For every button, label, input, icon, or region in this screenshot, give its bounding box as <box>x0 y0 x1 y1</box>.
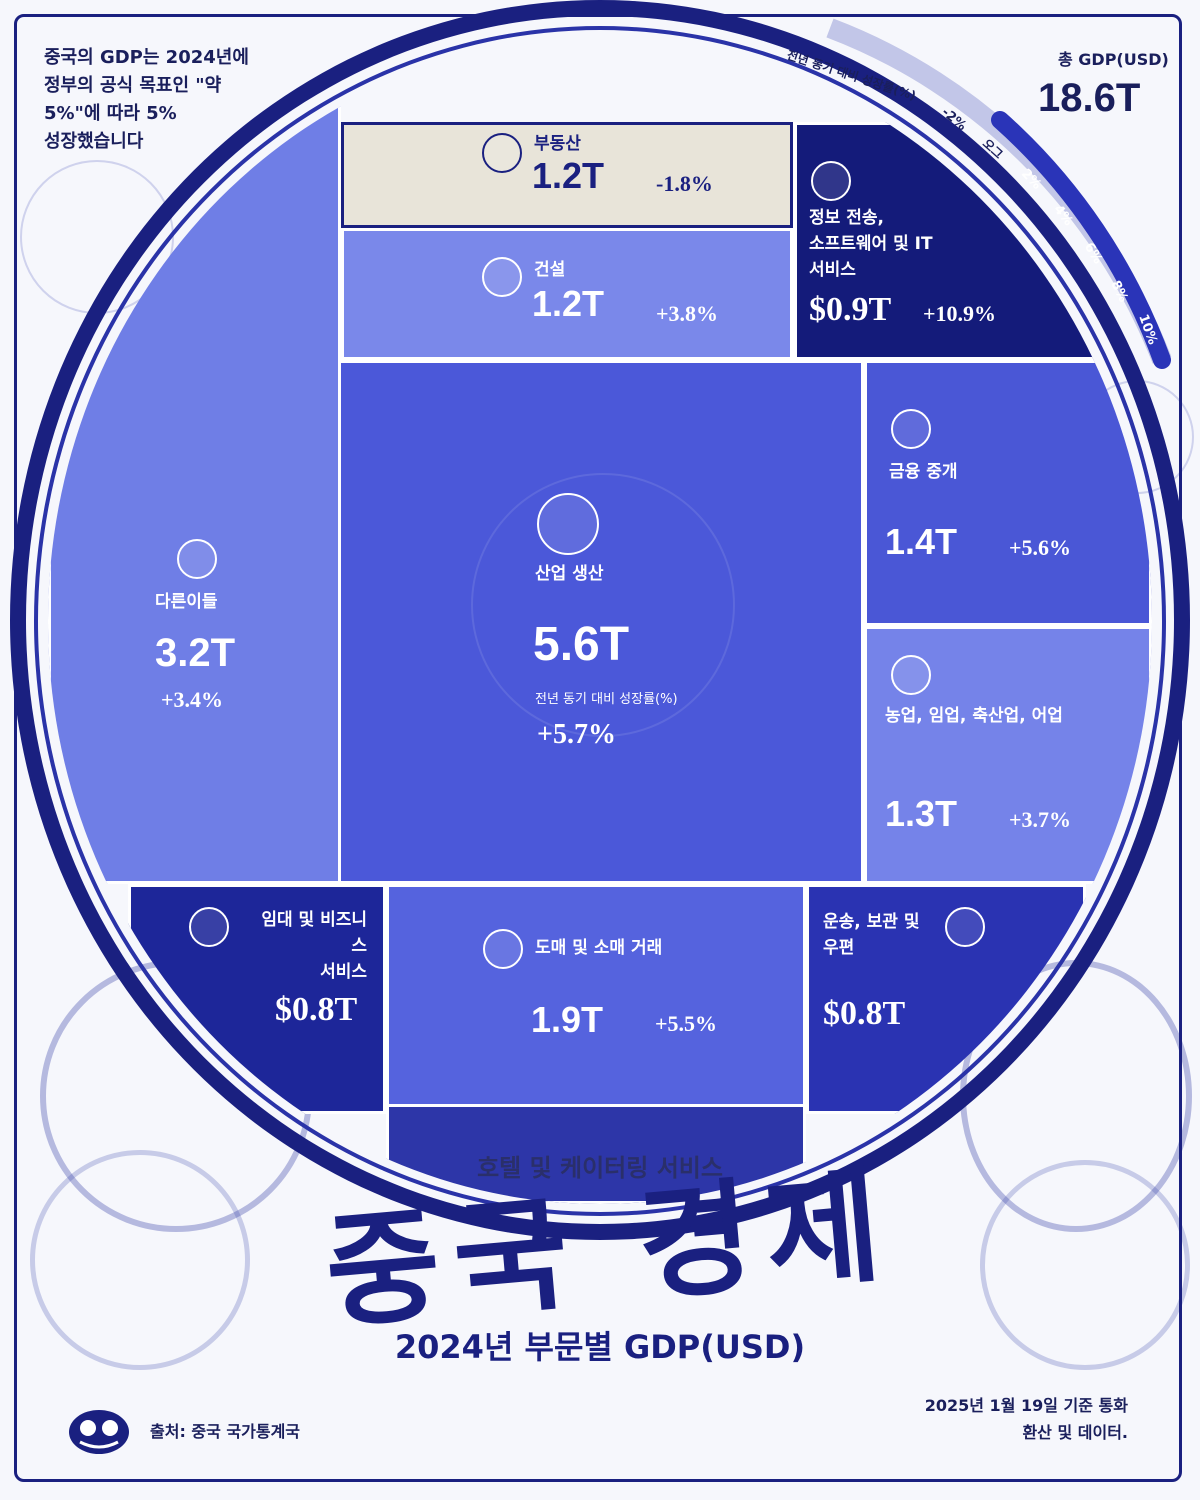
tile-it-services-growth: +10.9% <box>923 301 997 326</box>
tile-finance-growth: +5.6% <box>1009 535 1072 560</box>
tile-transport-label: 운송, 보관 및 우편 <box>823 912 920 958</box>
for-sale-sign-icon <box>482 133 522 173</box>
tile-it-services: 정보 전송, 소프트웨어 및 IT 서비스 $0.9T +10.9% <box>793 122 1152 360</box>
treemap-circle: 다른이들 3.2T +3.4% 부동산 1.2T -1.8% 건설 1.2T +… <box>48 38 1152 1204</box>
tile-real-estate: 부동산 1.2T -1.8% <box>341 122 793 228</box>
ornament-left-swirl <box>30 1150 250 1370</box>
tile-industry-ornament <box>471 473 735 737</box>
tile-construction-growth: +3.8% <box>656 301 719 326</box>
tile-leasing-value: $0.8T <box>275 991 358 1028</box>
tile-retail: 도매 및 소매 거래 1.9T +5.5% <box>386 884 806 1116</box>
page-frame <box>14 14 1182 1482</box>
inner-ring <box>34 26 1166 1216</box>
crane-icon <box>482 257 522 297</box>
tile-agriculture-growth: +3.7% <box>1009 807 1072 832</box>
tile-industry-growth-label: 전년 동기 대비 성장률(%) <box>535 692 678 707</box>
tile-industry-value: 5.6T <box>533 618 630 671</box>
coins-icon <box>189 907 229 947</box>
network-tree-icon <box>811 161 851 201</box>
truck-icon <box>945 907 985 947</box>
tile-others-label: 다른이들 <box>155 592 218 612</box>
tile-real-estate-value: 1.2T <box>532 155 605 196</box>
tile-leasing: 임대 및 비즈니스 서비스 $0.8T <box>128 884 386 1114</box>
tile-agriculture-label: 농업, 임업, 축산업, 어업 <box>885 706 1063 726</box>
tile-construction: 건설 1.2T +3.8% <box>341 228 793 360</box>
tile-retail-label: 도매 및 소매 거래 <box>535 938 663 958</box>
tile-industry: 산업 생산 5.6T 전년 동기 대비 성장률(%) +5.7% <box>338 360 864 884</box>
tile-construction-value: 1.2T <box>532 283 605 324</box>
bank-icon <box>891 409 931 449</box>
source-logo-icon <box>69 1410 129 1454</box>
total-gdp-value: 18.6T <box>1038 76 1141 120</box>
tile-real-estate-growth: -1.8% <box>656 171 713 196</box>
hotel-sector-label: 호텔 및 케이터링 서비스 <box>477 1154 723 1182</box>
shop-icon <box>483 929 523 969</box>
tile-industry-label: 산업 생산 <box>535 564 604 584</box>
tile-agriculture-value: 1.3T <box>885 793 958 834</box>
tile-finance: 금융 중개 1.4T +5.6% <box>864 360 1152 626</box>
tile-leasing-label: 임대 및 비즈니스 서비스 <box>261 910 367 982</box>
tile-finance-value: 1.4T <box>885 521 958 562</box>
tile-transport-value: $0.8T <box>823 995 906 1032</box>
date-note: 2025년 1월 19일 기준 통화 환산 및 데이터. <box>924 1396 1128 1442</box>
tile-others: 다른이들 3.2T +3.4% <box>48 38 341 884</box>
ornament-right-swirl <box>980 1160 1190 1370</box>
tile-others-growth: +3.4% <box>161 687 224 712</box>
tile-finance-label: 금융 중개 <box>889 462 958 482</box>
intro-text: 중국의 GDP는 2024년에 정부의 공식 목표인 "약 5%"에 따라 5%… <box>44 47 249 152</box>
tile-others-value: 3.2T <box>155 631 236 675</box>
main-subtitle: 2024년 부문별 GDP(USD) <box>394 1328 806 1366</box>
tile-industry-growth: +5.7% <box>537 719 616 750</box>
total-gdp-label: 총 GDP(USD) <box>1058 50 1169 69</box>
tile-construction-label: 건설 <box>534 260 566 280</box>
wheat-icon <box>891 655 931 695</box>
factory-icon <box>537 493 599 555</box>
tile-agriculture: 농업, 임업, 축산업, 어업 1.3T +3.7% <box>864 626 1152 884</box>
growth-scale-bar <box>991 111 1171 369</box>
gears-icon <box>177 539 217 579</box>
tile-retail-value: 1.9T <box>531 999 604 1040</box>
tile-it-services-value: $0.9T <box>809 291 892 328</box>
tile-real-estate-label: 부동산 <box>534 134 581 154</box>
source-text: 출처: 중국 국가통계국 <box>150 1422 301 1441</box>
tile-it-services-label: 정보 전송, 소프트웨어 및 IT 서비스 <box>809 208 933 280</box>
tile-retail-growth: +5.5% <box>655 1011 718 1036</box>
tile-transport: 운송, 보관 및 우편 $0.8T <box>806 884 1086 1114</box>
tile-hotel <box>386 1104 806 1204</box>
